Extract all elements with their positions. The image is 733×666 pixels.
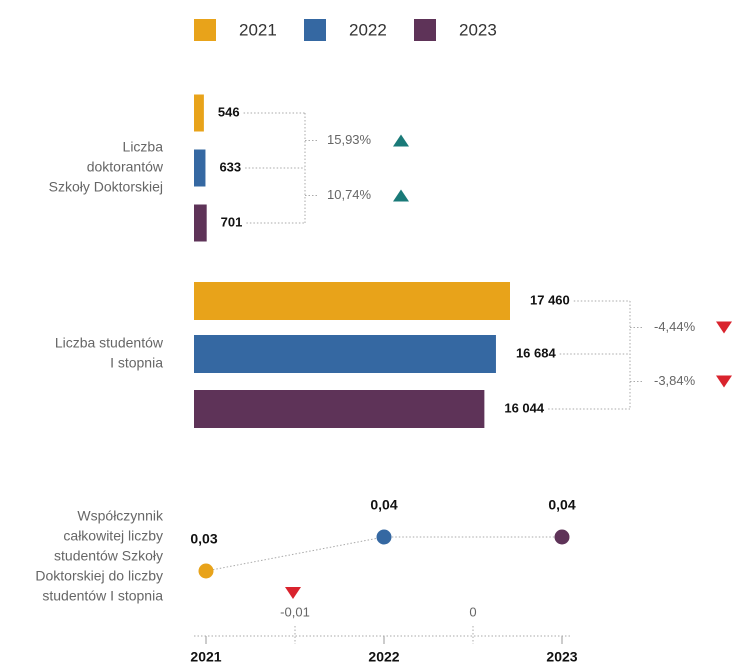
- line: [205, 536, 562, 572]
- change-label: 0: [469, 604, 476, 619]
- change-label: 10,74%: [327, 187, 372, 202]
- legend-swatch: [304, 19, 326, 41]
- legend-swatch: [194, 19, 216, 41]
- change-arrow: [285, 587, 301, 599]
- row-label: I stopnia: [110, 355, 163, 371]
- point: [554, 529, 570, 545]
- value-label: 16 044: [504, 400, 545, 415]
- legend-swatch: [414, 19, 436, 41]
- x-tick-label: 2021: [190, 649, 221, 665]
- change-arrow: [716, 321, 732, 334]
- row-label: Liczba: [123, 139, 164, 155]
- row-label: doktorantów: [87, 159, 164, 175]
- value-label: 0,04: [370, 497, 397, 513]
- point: [376, 529, 392, 545]
- bar: [194, 204, 207, 242]
- value-label: 0,03: [190, 531, 217, 547]
- value-label: 17 460: [530, 292, 570, 307]
- bar: [194, 390, 485, 428]
- change-label: -0,01: [280, 604, 310, 619]
- change-arrow: [716, 375, 732, 388]
- row-label: Szkoły Doktorskiej: [49, 179, 163, 195]
- change-label: -4,44%: [654, 319, 696, 334]
- bar: [194, 335, 496, 373]
- bar: [194, 282, 510, 320]
- legend-label: 2021: [239, 20, 277, 39]
- change-label: 15,93%: [327, 132, 372, 147]
- change-label: -3,84%: [654, 373, 696, 388]
- row-label: studentów I stopnia: [42, 588, 163, 604]
- row-label: Współczynnik: [77, 508, 164, 524]
- value-label: 546: [218, 104, 240, 119]
- change-arrow: [393, 189, 409, 202]
- x-tick-label: 2022: [368, 649, 399, 665]
- bar: [194, 94, 204, 132]
- legend-label: 2023: [459, 20, 497, 39]
- legend-label: 2022: [349, 20, 387, 39]
- value-label: 16 684: [516, 345, 557, 360]
- x-tick-label: 2023: [546, 649, 577, 665]
- value-label: 0,04: [548, 497, 575, 513]
- value-label: 701: [221, 214, 243, 229]
- change-arrow: [393, 134, 409, 147]
- row-label: Liczba studentów: [55, 335, 164, 351]
- value-label: 633: [219, 159, 241, 174]
- point: [198, 563, 214, 579]
- bar: [194, 149, 206, 187]
- row-label: studentów Szkoły: [54, 548, 163, 564]
- row-label: Doktorskiej do liczby: [35, 568, 163, 584]
- row-label: całkowitej liczby: [63, 528, 163, 544]
